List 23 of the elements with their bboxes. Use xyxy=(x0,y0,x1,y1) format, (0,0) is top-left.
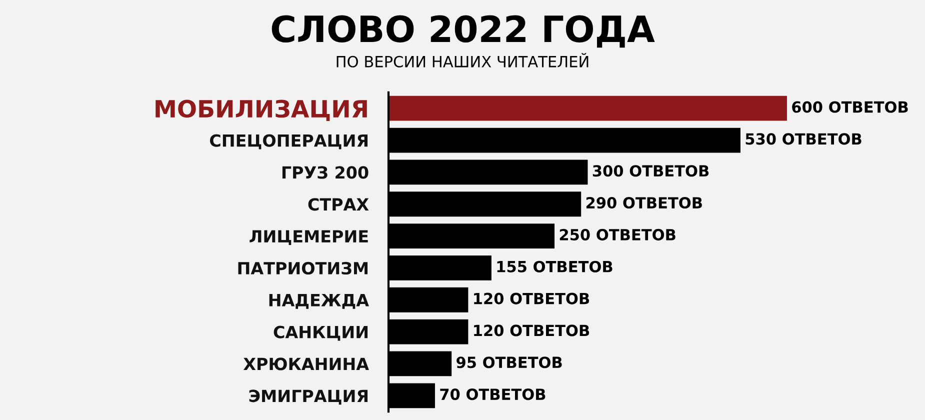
y-tick-label: САНКЦИИ xyxy=(274,326,368,341)
y-tick-label: ЭМИГРАЦИЯ xyxy=(249,390,368,405)
chart-subtitle: ПО ВЕРСИИ НАШИХ ЧИТАТЕЛЕЙ xyxy=(336,53,588,68)
data-label: 600 ОТВЕТОВ xyxy=(792,101,908,113)
y-tick-label: ПАТРИОТИЗМ xyxy=(238,262,368,275)
y-tick-label: СПЕЦОПЕРАЦИЯ xyxy=(210,134,368,150)
y-tick-label: НАДЕЖДА xyxy=(269,294,369,309)
data-label: 250 ОТВЕТОВ xyxy=(560,228,676,240)
chart-title: СЛОВО 2022 ГОДА xyxy=(272,15,655,48)
data-label: 530 ОТВЕТОВ xyxy=(746,133,862,145)
y-tick-label: МОБИЛИЗАЦИЯ xyxy=(156,100,367,122)
data-label: 155 ОТВЕТОВ xyxy=(497,260,612,272)
y-tick-label: ЛИЦЕМЕРИЕ xyxy=(250,230,368,245)
data-label: 120 ОТВЕТОВ xyxy=(474,292,590,304)
y-tick-label: ХРЮКАНИНА xyxy=(243,358,369,370)
data-label: 95 ОТВЕТОВ xyxy=(456,356,562,368)
data-label: 120 ОТВЕТОВ xyxy=(474,324,590,336)
y-tick-label: СТРАХ xyxy=(308,198,369,211)
bar xyxy=(388,96,787,121)
data-label: 290 ОТВЕТОВ xyxy=(586,196,702,209)
data-label: 300 ОТВЕТОВ xyxy=(592,165,709,177)
data-label: 70 ОТВЕТОВ xyxy=(440,388,546,400)
y-tick-label: ГРУЗ 200 xyxy=(282,166,368,179)
